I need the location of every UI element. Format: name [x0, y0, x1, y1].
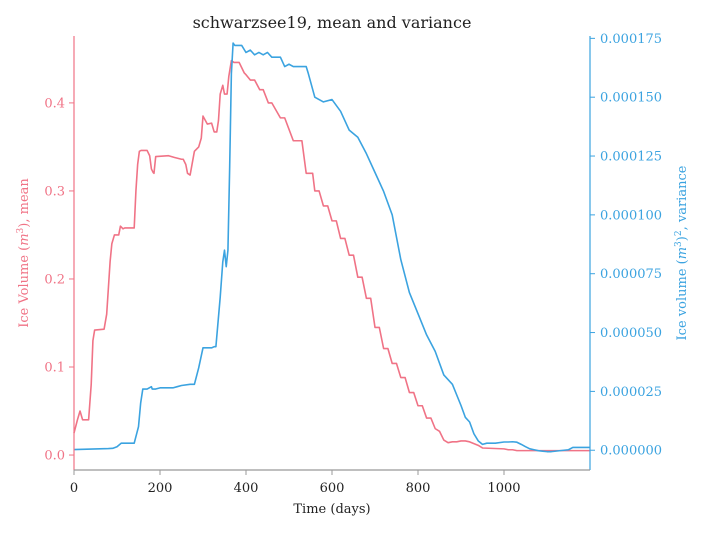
y-left-tick-label: 0.3 — [44, 184, 65, 199]
x-tick-label: 800 — [406, 481, 431, 496]
x-axis-label: Time (days) — [293, 502, 370, 517]
x-tick-label: 400 — [234, 481, 259, 496]
axes: 0 200 400 600 800 1000 0.0 0.1 0.2 0.3 0.4 0.000000… — [44, 32, 662, 496]
y-axis-label-left: Ice Volume (m3), mean — [16, 178, 32, 328]
y-right-tick-label: 0.000150 — [600, 91, 662, 106]
y-right-tick-label: 0.000000 — [600, 444, 662, 459]
x-tick-label: 0 — [70, 481, 78, 496]
y-right-tick-label: 0.000025 — [600, 385, 662, 400]
y-left-tick-label: 0.4 — [44, 96, 65, 111]
y-left-tick-label: 0.2 — [44, 272, 65, 287]
y-axis-label-right: Ice volume (m3)2, variance — [674, 165, 690, 340]
y-right-tick-label: 0.000100 — [600, 208, 662, 223]
x-tick-label: 200 — [148, 481, 173, 496]
x-tick-label: 1000 — [487, 481, 520, 496]
y-left-tick-label: 0.1 — [44, 361, 65, 376]
variance-series-line — [73, 42, 590, 453]
y-left-tick-label: 0.0 — [44, 449, 65, 464]
mean-series-line — [73, 59, 590, 452]
y-right-tick-label: 0.000050 — [600, 326, 662, 341]
plot-area — [73, 42, 590, 453]
x-tick-label: 600 — [320, 481, 345, 496]
chart-title: schwarzsee19, mean and variance — [193, 13, 472, 32]
y-right-tick-label: 0.000075 — [600, 267, 662, 282]
y-right-tick-label: 0.000125 — [600, 150, 662, 165]
y-right-tick-label: 0.000175 — [600, 32, 662, 47]
